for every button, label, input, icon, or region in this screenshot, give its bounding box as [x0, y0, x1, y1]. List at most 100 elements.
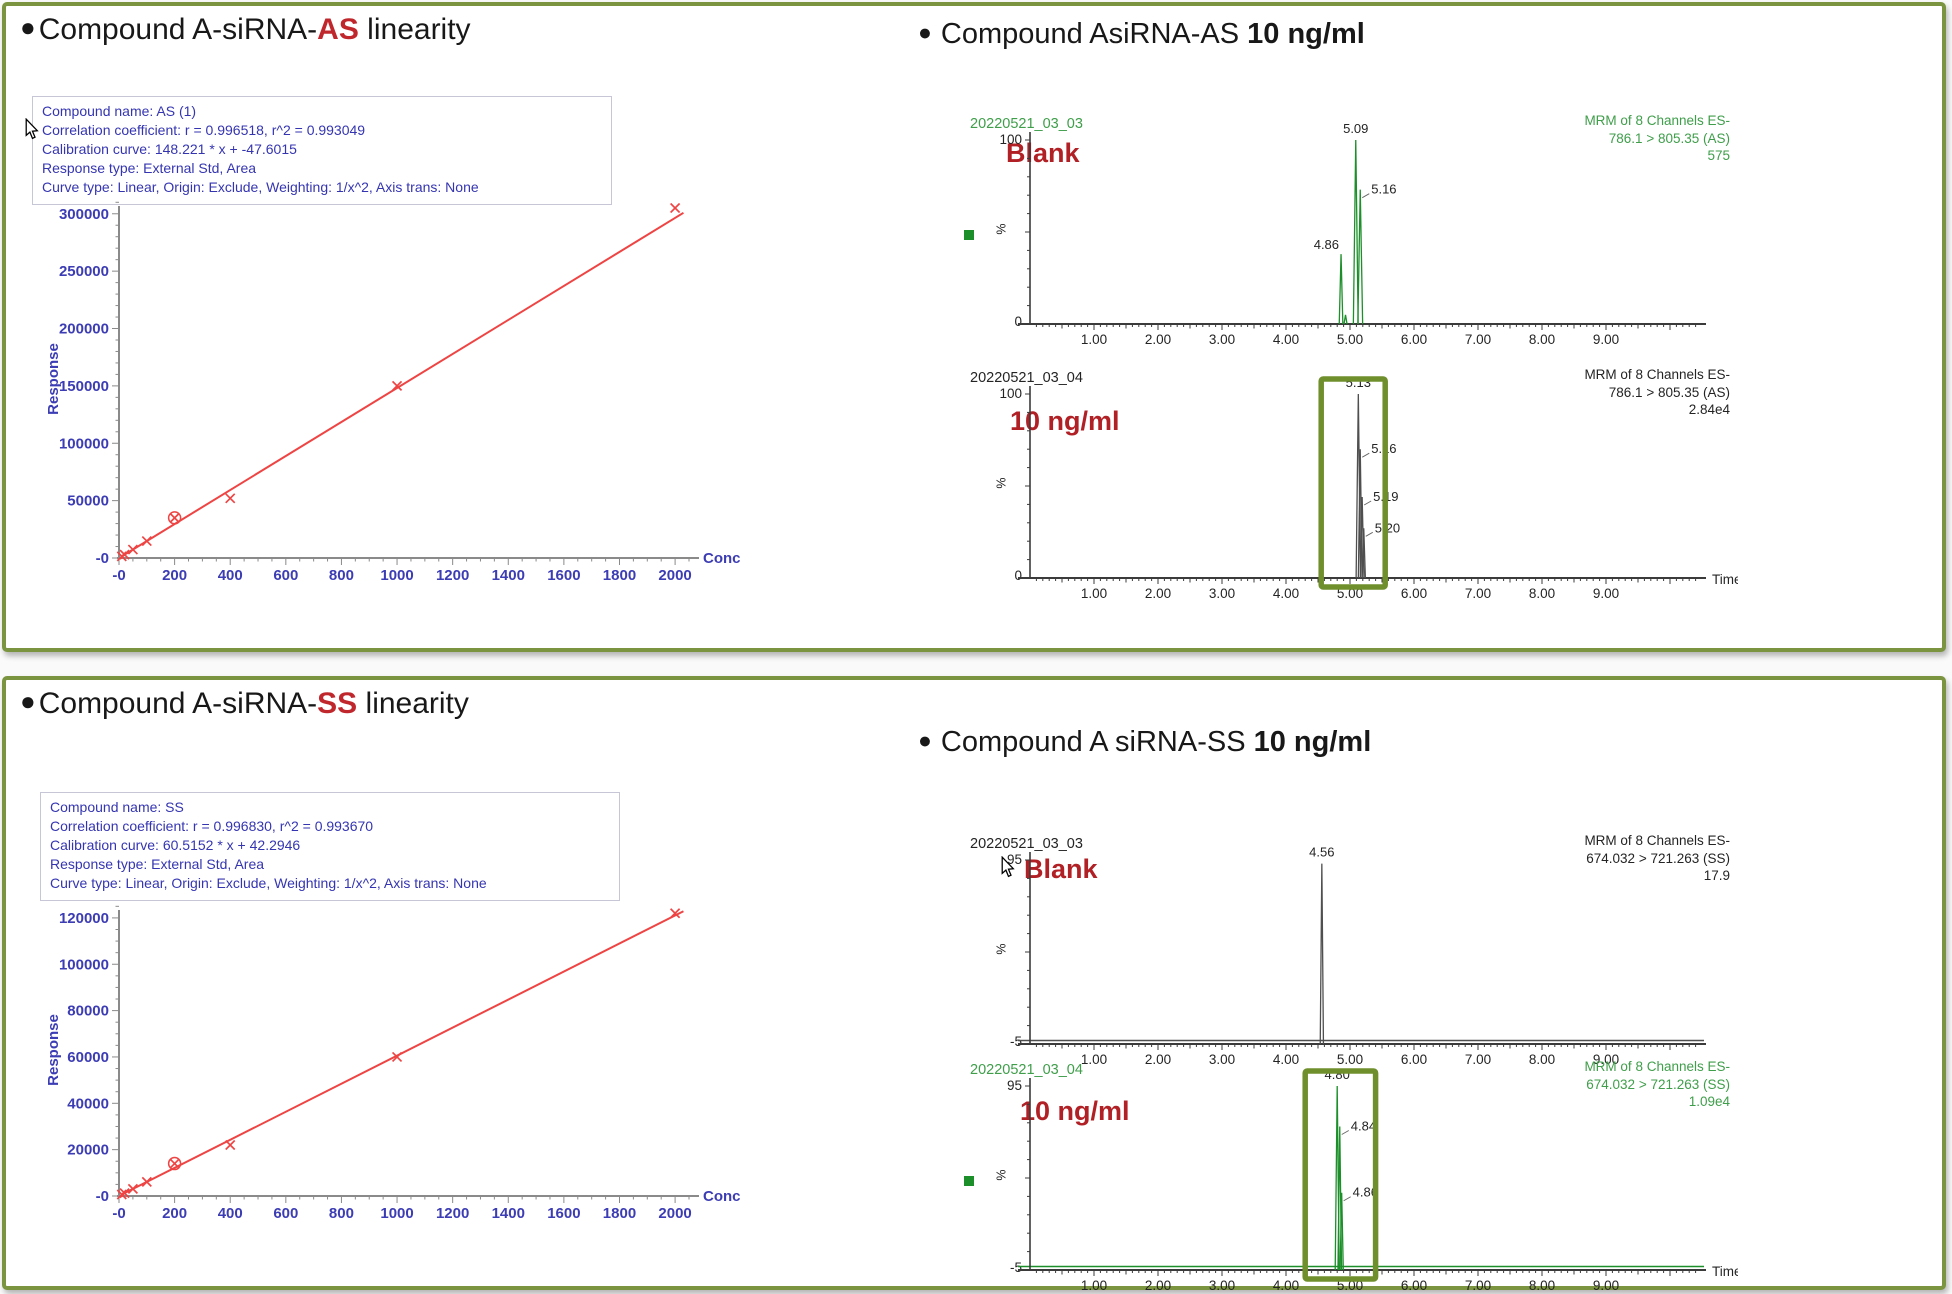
stat-line: Correlation coefficient: r = 0.996518, r…: [42, 122, 366, 138]
y-tick-label: 40000: [67, 1095, 109, 1112]
x-tick-label: 5.00: [1337, 332, 1363, 347]
panel-ss-linearity: ● Compound A-siRNA-SS linearity Compound …: [2, 676, 1946, 1293]
peak-label: 4.86: [1314, 237, 1339, 252]
sample-annotation: 10 ng/ml: [1020, 1096, 1130, 1126]
panel-as-linearity: ● Compound A-siRNA-AS linearity Compound …: [2, 2, 1946, 652]
x-tick-label: 1200: [436, 1205, 469, 1222]
section-title-text: Compound A siRNA-SS: [940, 726, 1254, 758]
run-id: 20220521_03_04: [970, 370, 1083, 386]
x-tick-label: 9.00: [1593, 1278, 1619, 1293]
mrm-channel-info: MRM of 8 Channels ES- 674.032 > 721.263 …: [1584, 832, 1730, 885]
x-tick-label: 6.00: [1401, 1278, 1427, 1293]
y-tick-label: 120000: [59, 910, 109, 927]
page-title-ss: ● Compound A-siRNA-SS linearity: [20, 686, 469, 721]
x-tick-label: 400: [218, 567, 243, 584]
title-suffix: linearity: [358, 13, 471, 46]
y-tick-label: -0: [96, 550, 109, 567]
x-axis-title: Conc: [703, 550, 741, 567]
ss-10ngml-trace: 1.00 2.00 3.00 4.00 5.00 6.00 7.00 8.00 9.00Time…: [1018, 1067, 1738, 1293]
channel-swatch-icon: [964, 230, 974, 240]
data-point: [391, 1051, 403, 1063]
mrm-line: MRM of 8 Channels ES-: [1584, 833, 1730, 848]
peak: [1338, 254, 1344, 325]
y-tick-label: 250000: [59, 263, 109, 280]
x-tick-label: 3.00: [1209, 586, 1235, 601]
y-axis-title: Response: [45, 1014, 62, 1086]
mrm-line: 674.032 > 721.263 (SS): [1586, 1076, 1730, 1092]
x-tick-label: 200: [162, 1205, 187, 1222]
x-tick-label: 2.00: [1145, 1278, 1171, 1293]
peak: [1361, 528, 1367, 579]
peak-callout-line: [1362, 452, 1370, 458]
x-tick-label: 2.00: [1145, 1052, 1171, 1067]
mrm-line: MRM of 8 Channels ES-: [1584, 1059, 1730, 1074]
y-axis-bottom-label: -5: [1009, 1260, 1022, 1275]
peak-highlight-box: [1302, 1068, 1379, 1282]
data-point: [141, 1176, 152, 1187]
x-tick-label: 4.00: [1273, 332, 1299, 347]
stat-line: Calibration curve: 60.5152 * x + 42.2946: [50, 837, 301, 853]
mrm-line: 786.1 > 805.35 (AS): [1608, 130, 1730, 146]
sample-annotation: Blank: [1024, 854, 1098, 884]
fit-line: [120, 211, 684, 558]
peak-callout-line: [1343, 1196, 1351, 1202]
calibration-stats-as: Compound name: AS (1) Correlation coeffi…: [32, 96, 612, 205]
x-tick-label: 1.00: [1081, 586, 1107, 601]
peak-label: 5.16: [1371, 182, 1396, 197]
y-tick-label: 150000: [59, 378, 109, 395]
x-tick-label: 1.00: [1081, 1278, 1107, 1293]
chromatogram-as-blank: 20220521_03_03 MRM of 8 Channels ES- 786…: [948, 112, 1738, 364]
x-tick-label: 4.00: [1273, 1278, 1299, 1293]
mrm-channel-info: MRM of 8 Channels ES- 786.1 > 805.35 (AS…: [1584, 366, 1730, 419]
mrm-line: 786.1 > 805.35 (AS): [1608, 384, 1730, 400]
data-point: [119, 549, 130, 560]
mrm-line: MRM of 8 Channels ES-: [1584, 113, 1730, 128]
x-tick-label: 1600: [547, 1205, 580, 1222]
peak-callout-line: [1365, 531, 1373, 537]
x-tick-label: 800: [329, 1205, 354, 1222]
data-point: [669, 908, 681, 919]
time-axis-label: Time: [1712, 1264, 1738, 1279]
x-tick-label: 1000: [380, 567, 413, 584]
y-axis-title: Response: [45, 343, 62, 415]
mouse-cursor-icon: [1001, 856, 1015, 878]
as-calibration-chart: -0 50000 100000 150000 200000 250000 300000 -0 2…: [45, 201, 741, 584]
mrm-line: 575: [1707, 148, 1730, 163]
x-tick-label: 1.00: [1081, 332, 1107, 347]
y-axis-bottom-label: -5: [1009, 1034, 1022, 1049]
x-tick-label: 4.00: [1273, 1052, 1299, 1067]
x-tick-label: 7.00: [1465, 586, 1491, 601]
x-tick-label: 7.00: [1465, 332, 1491, 347]
mrm-line: 1.09e4: [1688, 1094, 1730, 1109]
run-id: 20220521_03_03: [970, 116, 1083, 132]
x-tick-label: 600: [273, 567, 298, 584]
peak-callout-line: [1363, 500, 1372, 506]
x-tick-label: 2000: [658, 567, 691, 584]
y-axis-bottom-label: 0: [1014, 568, 1022, 583]
data-point: [127, 544, 139, 555]
stat-line: Response type: External Std, Area: [42, 160, 257, 176]
mrm-line: MRM of 8 Channels ES-: [1584, 367, 1730, 382]
page-title-as: ● Compound A-siRNA-AS linearity: [20, 12, 471, 47]
section-title-bold: 10 ng/ml: [1247, 18, 1365, 50]
x-axis-title: Conc: [703, 1188, 741, 1205]
x-tick-label: 6.00: [1401, 586, 1427, 601]
y-tick-label: 100000: [59, 956, 109, 973]
run-id: 20220521_03_04: [970, 1062, 1083, 1078]
x-tick-label: 3.00: [1209, 332, 1235, 347]
data-point: [169, 1158, 180, 1169]
circled-point: [167, 1156, 182, 1171]
mrm-line: 674.032 > 721.263 (SS): [1586, 850, 1730, 866]
stat-line: Compound name: AS (1): [42, 103, 197, 119]
x-tick-label: 1400: [492, 567, 525, 584]
mouse-cursor-icon: [25, 118, 39, 140]
x-tick-label: 2.00: [1145, 332, 1171, 347]
x-tick-label: 7.00: [1465, 1278, 1491, 1293]
x-tick-label: 9.00: [1593, 332, 1619, 347]
title-highlight: SS: [317, 687, 358, 720]
x-tick-label: 200: [162, 567, 187, 584]
x-tick-label: 8.00: [1529, 1052, 1555, 1067]
stat-line: Correlation coefficient: r = 0.996830, r…: [50, 818, 374, 834]
y-axis-top-label: 100: [999, 386, 1022, 401]
bullet-icon: ●: [20, 12, 36, 42]
